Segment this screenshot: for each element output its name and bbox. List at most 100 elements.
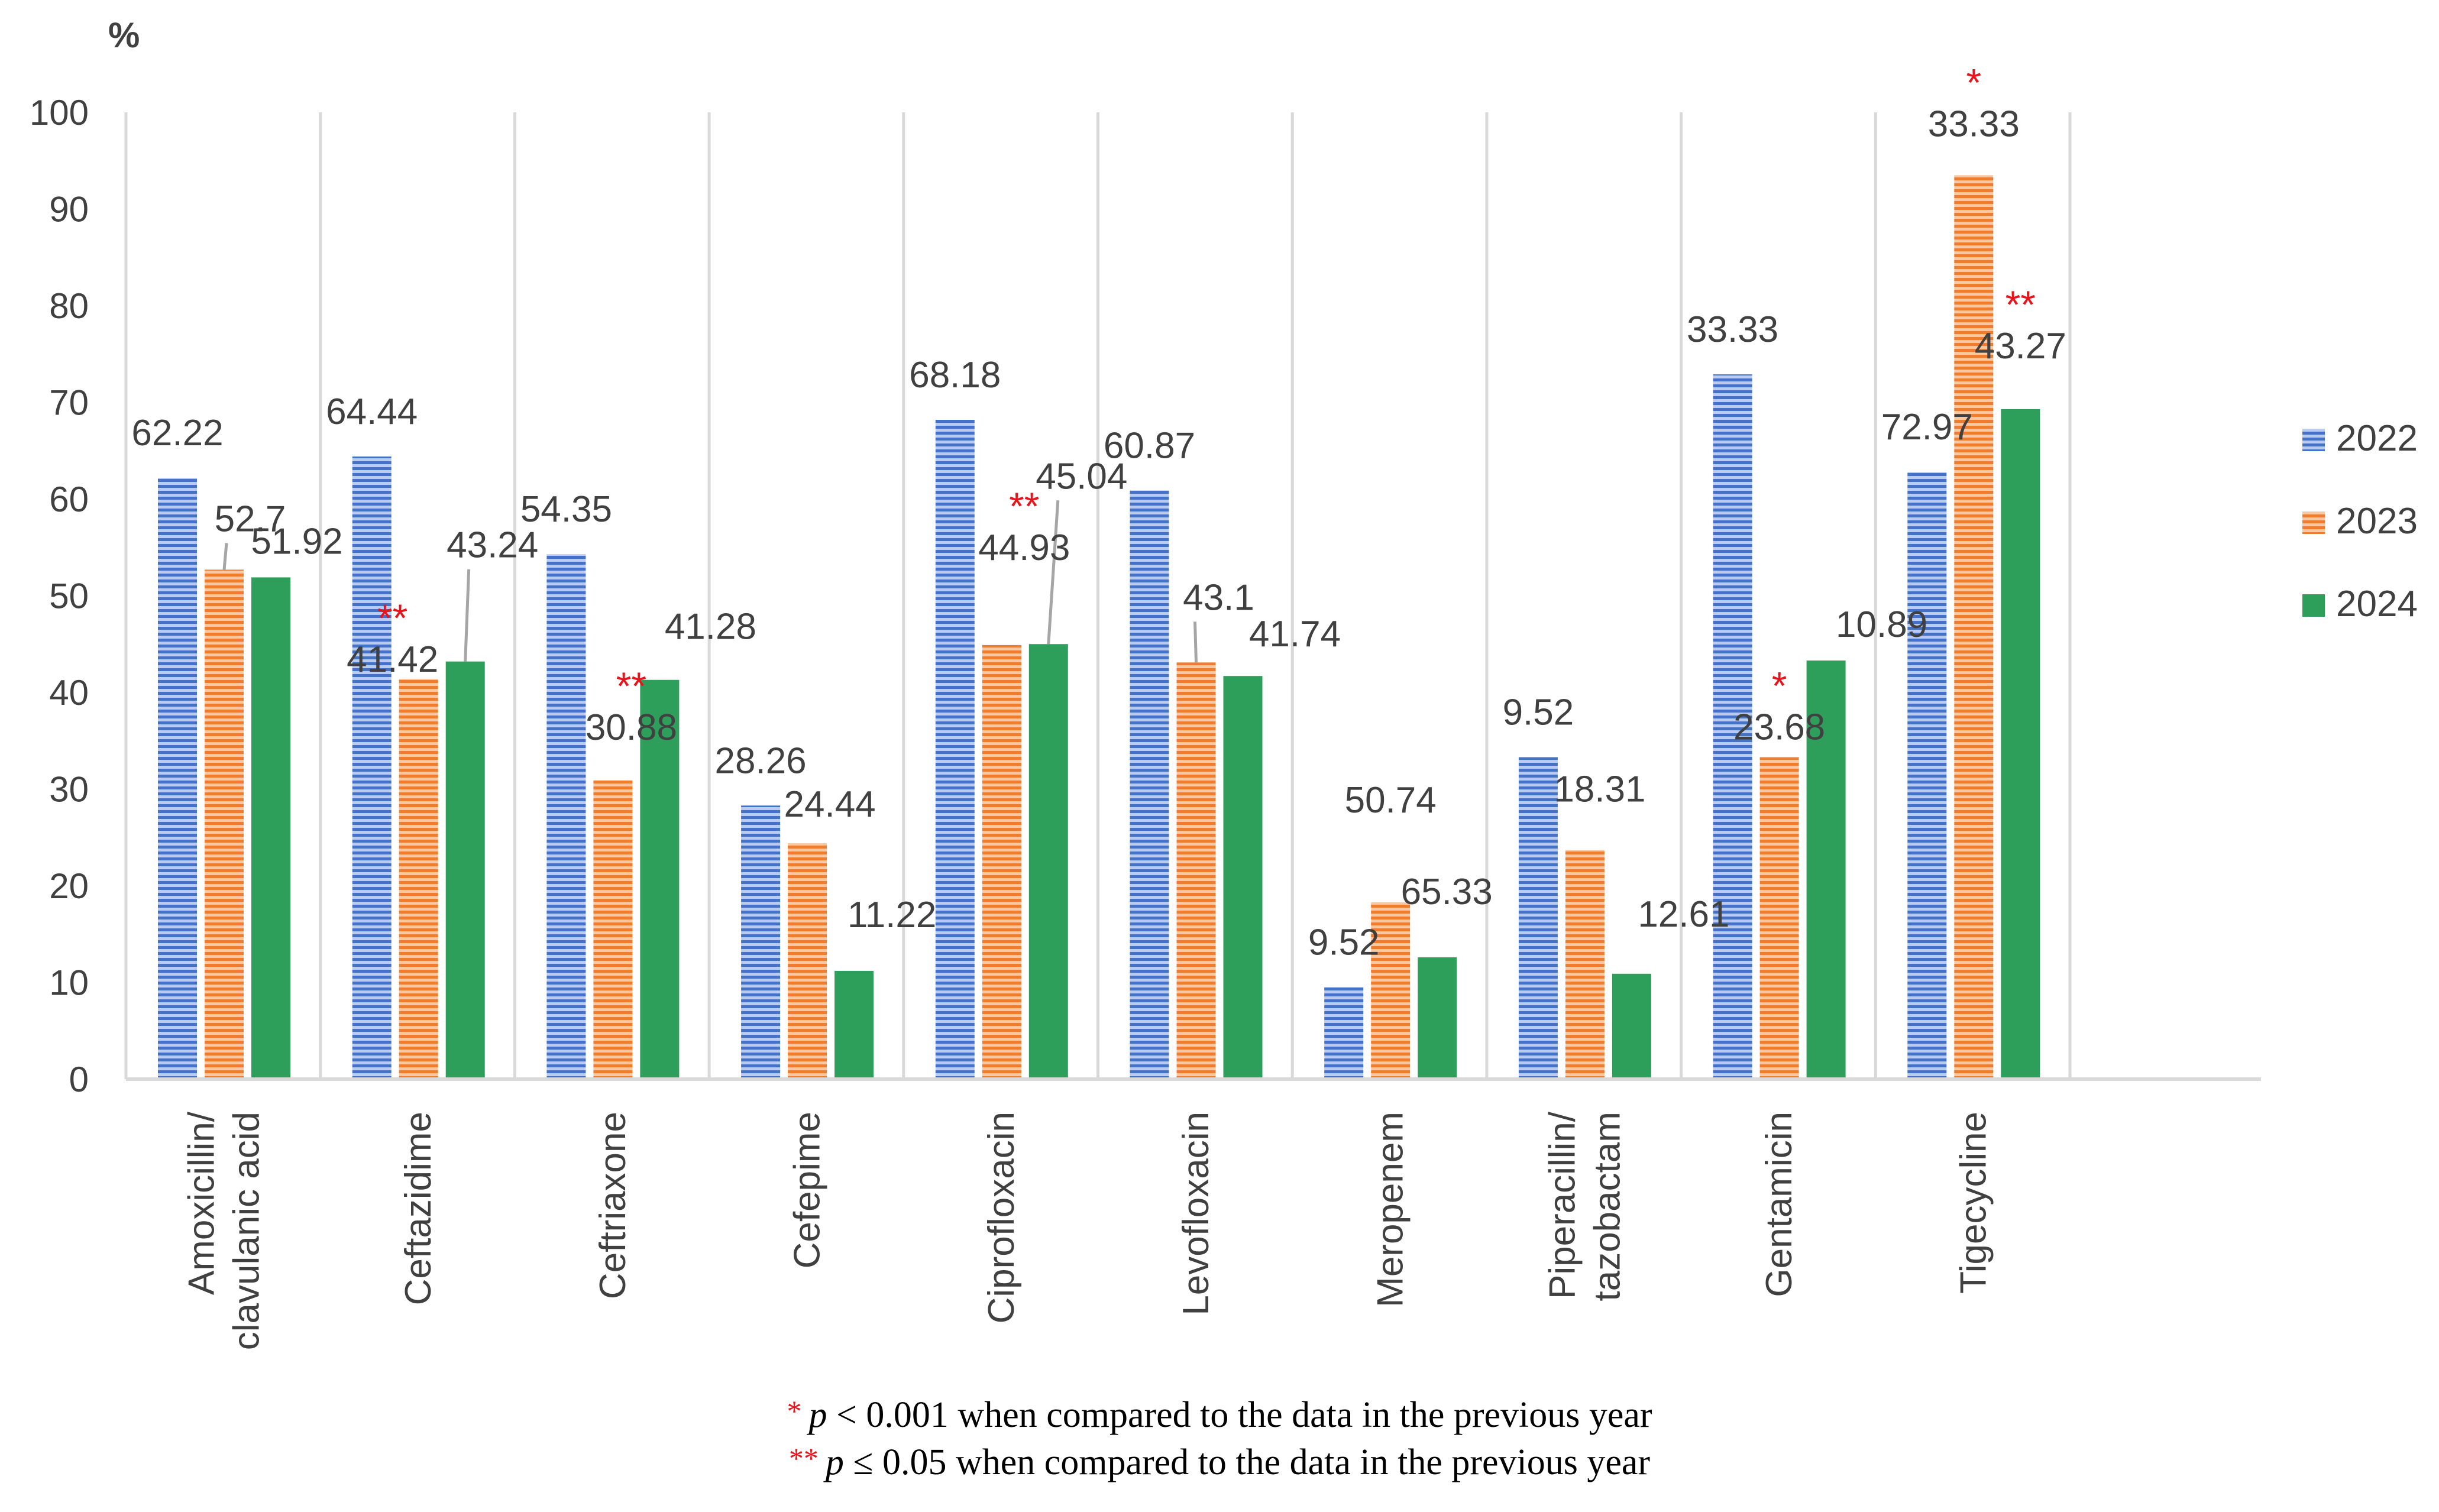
category-label-line: Tigecycline — [1953, 1112, 1994, 1294]
data-label-2023-meropenem: 50.74 — [1345, 780, 1437, 821]
bar-2022-amoxicillin-clavulanic-acid — [158, 478, 197, 1079]
bar-2022-tigecycline — [1907, 472, 1947, 1079]
leader-line — [464, 569, 471, 662]
bar-2022-ceftazidime — [352, 456, 392, 1079]
bar-2023-levofloxacin — [1176, 662, 1216, 1079]
bar-2024-amoxicillin-clavulanic-acid — [251, 577, 290, 1079]
category-label-ceftazidime: Ceftazidime — [398, 1112, 439, 1305]
bar-2024-ciprofloxacin — [1028, 644, 1068, 1079]
y-tick-label: 60 — [49, 480, 89, 519]
data-label-2024-ceftriaxone: 41.28 — [665, 607, 756, 647]
significance-marker-2023-ciprofloxacin: ** — [1009, 484, 1039, 528]
category-label-line: Cefepime — [787, 1112, 827, 1268]
leader-line — [1047, 500, 1060, 645]
bar-2022-levofloxacin — [1130, 490, 1169, 1079]
bar-2023-meropenem — [1371, 902, 1411, 1079]
legend-label-2023: 2023 — [2336, 501, 2418, 542]
significance-marker-2023-ceftazidime: ** — [377, 596, 407, 640]
footnote-2: ** p ≤ 0.05 when compared to the data in … — [789, 1442, 1651, 1482]
data-label-2023-cefepime: 24.44 — [784, 784, 876, 825]
data-label-2024-cefepime: 11.22 — [847, 895, 937, 935]
bar-2024-cefepime — [834, 970, 874, 1079]
bar-2022-ceftriaxone — [546, 554, 586, 1079]
y-axis-label: % — [108, 15, 140, 55]
category-label-piperacillin-tazobactam: Piperacillin/tazobactam — [1542, 1111, 1628, 1301]
category-label-line: Ceftazidime — [398, 1112, 439, 1305]
y-tick-label: 70 — [49, 383, 89, 423]
legend-swatch-2022 — [2302, 429, 2325, 451]
data-label-2023-ceftriaxone: 30.88 — [586, 707, 677, 748]
bar-2023-tigecycline — [1954, 175, 1994, 1079]
data-label-2024-meropenem: 65.33 — [1401, 872, 1493, 912]
category-label-line: tazobactam — [1587, 1112, 1628, 1301]
data-label-2022-cefepime: 28.26 — [715, 740, 807, 781]
category-label-gentamicin: Gentamicin — [1759, 1112, 1800, 1297]
data-label-2022-meropenem: 9.52 — [1308, 922, 1380, 963]
legend-swatch-2024 — [2302, 594, 2325, 617]
data-label-2024-piperacillin-tazobactam: 12.61 — [1638, 894, 1729, 935]
category-label-meropenem: Meropenem — [1370, 1112, 1411, 1307]
category-label-amoxicillin-clavulanic-acid: Amoxicillin/clavulanic acid — [181, 1111, 267, 1350]
data-label-2024-levofloxacin: 41.74 — [1249, 614, 1341, 655]
data-label-2023-amoxicillin-clavulanic-acid: 52.7 — [215, 498, 286, 539]
data-label-2024-ciprofloxacin: 45.04 — [1036, 456, 1127, 497]
category-label-cefepime: Cefepime — [787, 1112, 827, 1268]
category-label-line: Levofloxacin — [1176, 1112, 1217, 1316]
y-tick-label: 40 — [49, 673, 89, 713]
bar-2024-ceftazidime — [445, 661, 485, 1079]
category-label-ceftriaxone: Ceftriaxone — [593, 1112, 633, 1299]
data-label-2024-gentamicin: 10.89 — [1836, 604, 1927, 645]
significance-marker-2023-ceftriaxone: ** — [616, 664, 646, 708]
bar-2023-cefepime — [788, 843, 827, 1079]
y-tick-label: 10 — [49, 963, 89, 1003]
category-label-line: Piperacillin/ — [1542, 1111, 1583, 1299]
data-label-2022-ciprofloxacin: 68.18 — [909, 355, 1001, 396]
category-label-line: Gentamicin — [1759, 1112, 1800, 1297]
bar-2022-ciprofloxacin — [935, 419, 975, 1080]
bar-2023-piperacillin-tazobactam — [1565, 850, 1605, 1079]
bar-2022-cefepime — [741, 805, 781, 1079]
data-label-2023-tigecycline: 33.33 — [1928, 103, 2020, 144]
y-tick-label: 100 — [30, 93, 89, 132]
bar-2024-piperacillin-tazobactam — [1612, 973, 1651, 1079]
y-tick-label: 80 — [49, 286, 89, 326]
bar-2024-meropenem — [1418, 957, 1457, 1079]
category-label-line: Ceftriaxone — [593, 1112, 633, 1299]
legend-swatch-2023 — [2302, 511, 2325, 534]
bar-2023-gentamicin — [1759, 757, 1799, 1079]
bar-2024-gentamicin — [1806, 661, 1846, 1079]
category-label-line: clavulanic acid — [226, 1112, 267, 1350]
bar-2023-ciprofloxacin — [982, 645, 1021, 1079]
footnote-marker: ** — [789, 1442, 819, 1475]
footnote-1: * p < 0.001 when compared to the data in … — [787, 1394, 1652, 1435]
y-tick-label: 20 — [49, 866, 89, 906]
bar-2023-amoxicillin-clavulanic-acid — [205, 569, 244, 1079]
bar-2023-ceftriaxone — [593, 780, 633, 1079]
data-label-2023-gentamicin: 23.68 — [1733, 707, 1825, 748]
data-label-2024-tigecycline: 43.27 — [1975, 326, 2066, 367]
data-label-2024-ceftazidime: 43.24 — [447, 525, 538, 566]
data-label-2022-ceftazidime: 64.44 — [326, 391, 418, 432]
category-label-line: Ciprofloxacin — [981, 1112, 1022, 1323]
category-label-line: Meropenem — [1370, 1112, 1411, 1307]
category-label-ciprofloxacin: Ciprofloxacin — [981, 1112, 1022, 1323]
y-tick-label: 0 — [69, 1060, 89, 1099]
bar-2024-ceftriaxone — [640, 679, 680, 1079]
data-label-2023-ciprofloxacin: 44.93 — [978, 527, 1070, 568]
y-tick-label: 30 — [49, 770, 89, 810]
data-label-2023-piperacillin-tazobactam: 18.31 — [1554, 769, 1645, 810]
leader-line — [1193, 621, 1198, 663]
bar-2022-meropenem — [1324, 987, 1364, 1079]
bar-2022-piperacillin-tazobactam — [1518, 757, 1558, 1079]
leader-line — [222, 543, 228, 570]
category-label-line: Amoxicillin/ — [181, 1111, 222, 1295]
legend-label-2022: 2022 — [2336, 418, 2418, 459]
significance-marker-2023-gentamicin: * — [1772, 664, 1787, 708]
category-label-tigecycline: Tigecycline — [1953, 1112, 1994, 1294]
data-label-2022-gentamicin: 33.33 — [1687, 309, 1778, 350]
bar-2024-levofloxacin — [1223, 676, 1263, 1079]
y-tick-label: 90 — [49, 190, 89, 229]
bar-2024-tigecycline — [2001, 409, 2040, 1079]
data-label-2022-levofloxacin: 60.87 — [1104, 425, 1195, 466]
